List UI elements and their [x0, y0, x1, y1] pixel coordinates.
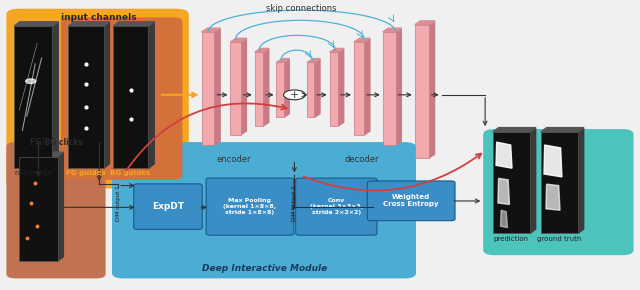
FancyBboxPatch shape [134, 184, 202, 229]
Polygon shape [276, 59, 289, 62]
Polygon shape [364, 38, 370, 135]
Bar [415, 25, 429, 158]
Polygon shape [14, 22, 58, 26]
Polygon shape [19, 152, 63, 157]
Bar [230, 42, 241, 135]
Polygon shape [396, 28, 401, 145]
Polygon shape [330, 48, 344, 52]
Text: Max Pooling
(kernel 1×8×8,
stride 1×8×8): Max Pooling (kernel 1×8×8, stride 1×8×8) [223, 198, 276, 215]
Circle shape [284, 90, 305, 100]
Bar [354, 42, 364, 135]
Bar [493, 132, 530, 233]
Text: Deep Interactive Module: Deep Interactive Module [202, 264, 327, 273]
Polygon shape [284, 59, 289, 117]
Bar [383, 32, 396, 145]
Polygon shape [530, 128, 536, 233]
Text: input channels: input channels [61, 13, 137, 22]
Polygon shape [263, 48, 269, 126]
Polygon shape [578, 128, 584, 233]
Text: BG guides: BG guides [111, 170, 150, 176]
FancyBboxPatch shape [483, 129, 634, 255]
Text: encoder: encoder [216, 155, 251, 164]
Polygon shape [58, 152, 63, 261]
Text: skip connections: skip connections [266, 4, 336, 13]
Bar [68, 26, 104, 168]
Text: FG/BG clicks: FG/BG clicks [30, 137, 83, 146]
Polygon shape [52, 22, 58, 168]
Text: Weighted
Cross Entropy: Weighted Cross Entropy [383, 194, 439, 207]
FancyBboxPatch shape [296, 178, 377, 235]
FancyBboxPatch shape [6, 142, 106, 278]
Polygon shape [307, 59, 320, 62]
Text: prediction: prediction [494, 236, 529, 242]
Text: +: + [290, 90, 299, 100]
Polygon shape [104, 22, 109, 168]
Polygon shape [354, 38, 370, 42]
Polygon shape [68, 22, 109, 26]
Bar [276, 62, 284, 117]
Polygon shape [496, 142, 512, 168]
FancyBboxPatch shape [61, 17, 182, 180]
Bar [202, 32, 214, 145]
Polygon shape [383, 28, 401, 32]
Text: raw image: raw image [15, 170, 52, 176]
Polygon shape [544, 145, 562, 177]
Polygon shape [113, 22, 154, 26]
Polygon shape [546, 184, 560, 210]
Bar [19, 157, 58, 261]
FancyBboxPatch shape [112, 142, 416, 278]
Bar [255, 52, 263, 126]
Bar [307, 62, 314, 117]
Polygon shape [415, 21, 435, 25]
Polygon shape [429, 21, 435, 158]
Text: ExpDT: ExpDT [152, 202, 184, 211]
Text: Conv
(kernel 3×3×3,
stride 2×2×2): Conv (kernel 3×3×3, stride 2×2×2) [310, 198, 363, 215]
Text: DIM output 1: DIM output 1 [116, 185, 121, 221]
Polygon shape [500, 210, 508, 228]
FancyBboxPatch shape [6, 9, 189, 188]
Text: decoder: decoder [344, 155, 379, 164]
Bar [541, 132, 578, 233]
Text: FG guides: FG guides [66, 170, 106, 176]
FancyBboxPatch shape [206, 178, 294, 235]
Polygon shape [214, 28, 220, 145]
Bar [330, 52, 338, 126]
Circle shape [26, 79, 36, 84]
Polygon shape [498, 178, 509, 204]
Polygon shape [493, 128, 536, 132]
Bar [14, 26, 52, 168]
Text: DIM output 2: DIM output 2 [292, 185, 297, 221]
Polygon shape [202, 28, 220, 32]
Polygon shape [230, 38, 246, 42]
Bar [113, 26, 148, 168]
Polygon shape [541, 128, 584, 132]
Polygon shape [338, 48, 344, 126]
Text: ground truth: ground truth [537, 236, 582, 242]
Polygon shape [148, 22, 154, 168]
FancyBboxPatch shape [367, 181, 455, 221]
Polygon shape [314, 59, 320, 117]
Polygon shape [241, 38, 246, 135]
Polygon shape [255, 48, 269, 52]
